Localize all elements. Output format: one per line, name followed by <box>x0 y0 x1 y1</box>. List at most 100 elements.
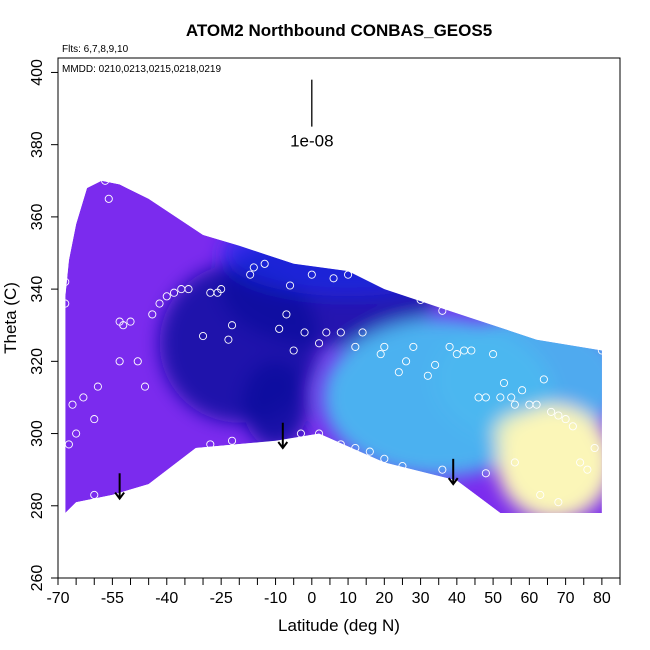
observation-point <box>423 371 432 380</box>
observation-point <box>184 285 193 294</box>
observation-point <box>369 270 378 279</box>
plot-frame <box>57 57 621 579</box>
observation-point <box>590 443 599 453</box>
observation-point <box>358 328 367 337</box>
x-tick-label: 30 <box>412 590 430 607</box>
y-tick-label: 340 <box>29 276 46 303</box>
observation-point <box>104 194 113 203</box>
observation-point <box>68 400 77 409</box>
observation-point <box>365 447 374 456</box>
observation-point <box>568 422 577 431</box>
observation-point <box>438 465 447 474</box>
observation-point <box>275 324 284 333</box>
observation-point <box>576 458 585 467</box>
observation-point <box>376 350 385 359</box>
observation-point <box>496 393 505 402</box>
x-tick-label: -25 <box>210 590 233 607</box>
observation-point <box>61 299 70 308</box>
y-tick-label: 400 <box>29 59 46 86</box>
arrow-markers <box>114 422 459 501</box>
observation-point <box>445 342 454 351</box>
x-tick-label: -55 <box>101 590 124 607</box>
observation-point <box>90 415 99 424</box>
chart-title: ATOM2 Northbound CONBAS_GEOS5 <box>186 21 492 40</box>
observation-point <box>467 346 476 355</box>
observation-point <box>402 357 411 366</box>
observation-point <box>489 350 498 359</box>
field-shading <box>159 209 602 514</box>
arrow-head <box>277 441 289 450</box>
x-tick-label: -70 <box>46 590 69 607</box>
x-tick-label: -40 <box>155 590 178 607</box>
observation-point <box>227 321 237 330</box>
observation-point <box>438 306 447 315</box>
observation-point <box>126 317 135 326</box>
down-arrow <box>114 473 125 501</box>
observation-point <box>329 274 338 283</box>
observation-point <box>351 443 360 453</box>
observation-point <box>90 490 99 499</box>
x-tick-label: 60 <box>520 590 538 607</box>
arrow-head <box>447 477 459 486</box>
observation-point <box>510 400 519 409</box>
observation-point <box>507 393 516 402</box>
observation-point <box>336 440 345 449</box>
observation-point <box>547 407 556 416</box>
observation-point <box>322 328 331 337</box>
observation-point <box>539 375 548 384</box>
observation-point <box>282 310 291 319</box>
observation-point <box>72 429 81 438</box>
y-tick-label: 320 <box>29 348 46 375</box>
x-tick-label: 80 <box>593 590 611 607</box>
observation-point <box>224 335 233 344</box>
down-arrow <box>277 422 289 450</box>
flights-note: Flts: 6,7,8,9,10 <box>62 44 129 55</box>
observation-point <box>101 176 110 185</box>
observation-point <box>217 285 226 294</box>
field-colormap <box>65 180 602 514</box>
x-tick-label: 20 <box>375 590 393 607</box>
observation-point <box>518 386 527 395</box>
y-tick-label: 360 <box>29 203 46 230</box>
observation-point <box>554 498 563 507</box>
x-tick-label: 10 <box>339 590 357 607</box>
observation-point <box>336 328 345 337</box>
observation-point <box>198 332 208 341</box>
observation-point <box>300 328 309 337</box>
x-axis: -70 -55 -40 -25 -10 0 10 20 30 40 50 60 70 80 <box>46 578 621 607</box>
observation-point <box>93 382 102 391</box>
observation-point <box>380 454 389 463</box>
observation-point <box>64 216 73 225</box>
observation-point <box>597 346 606 355</box>
observation-point <box>583 465 592 474</box>
observation-point <box>510 458 519 467</box>
observation-point <box>536 490 545 499</box>
down-arrow <box>447 458 459 486</box>
observation-point <box>532 400 541 409</box>
observation-point <box>286 281 295 290</box>
observation-point <box>140 382 150 391</box>
x-tick-label: 70 <box>557 590 575 607</box>
observation-point <box>362 270 371 279</box>
observation-point <box>249 263 258 272</box>
y-tick-label: 260 <box>29 565 46 592</box>
observation-point <box>561 415 570 424</box>
observation-point <box>351 342 360 351</box>
observation-point <box>481 393 490 402</box>
y-axis-label: Theta (C) <box>1 282 20 354</box>
observation-point <box>380 342 389 351</box>
observation-point <box>315 339 324 348</box>
dates-note: MMDD: 0210,0213,0215,0218,0219 <box>62 64 221 75</box>
y-tick-label: 300 <box>29 420 46 447</box>
observation-point <box>416 295 425 304</box>
y-tick-label: 280 <box>29 492 46 519</box>
observation-point <box>481 469 490 478</box>
observation-point <box>554 411 563 420</box>
x-axis-label: Latitude (deg N) <box>278 616 400 635</box>
observation-point <box>64 440 73 449</box>
color-blob-blue-band-top <box>221 209 475 297</box>
observation-point <box>115 357 124 366</box>
observation-point <box>344 270 353 279</box>
observation-point <box>169 288 179 297</box>
